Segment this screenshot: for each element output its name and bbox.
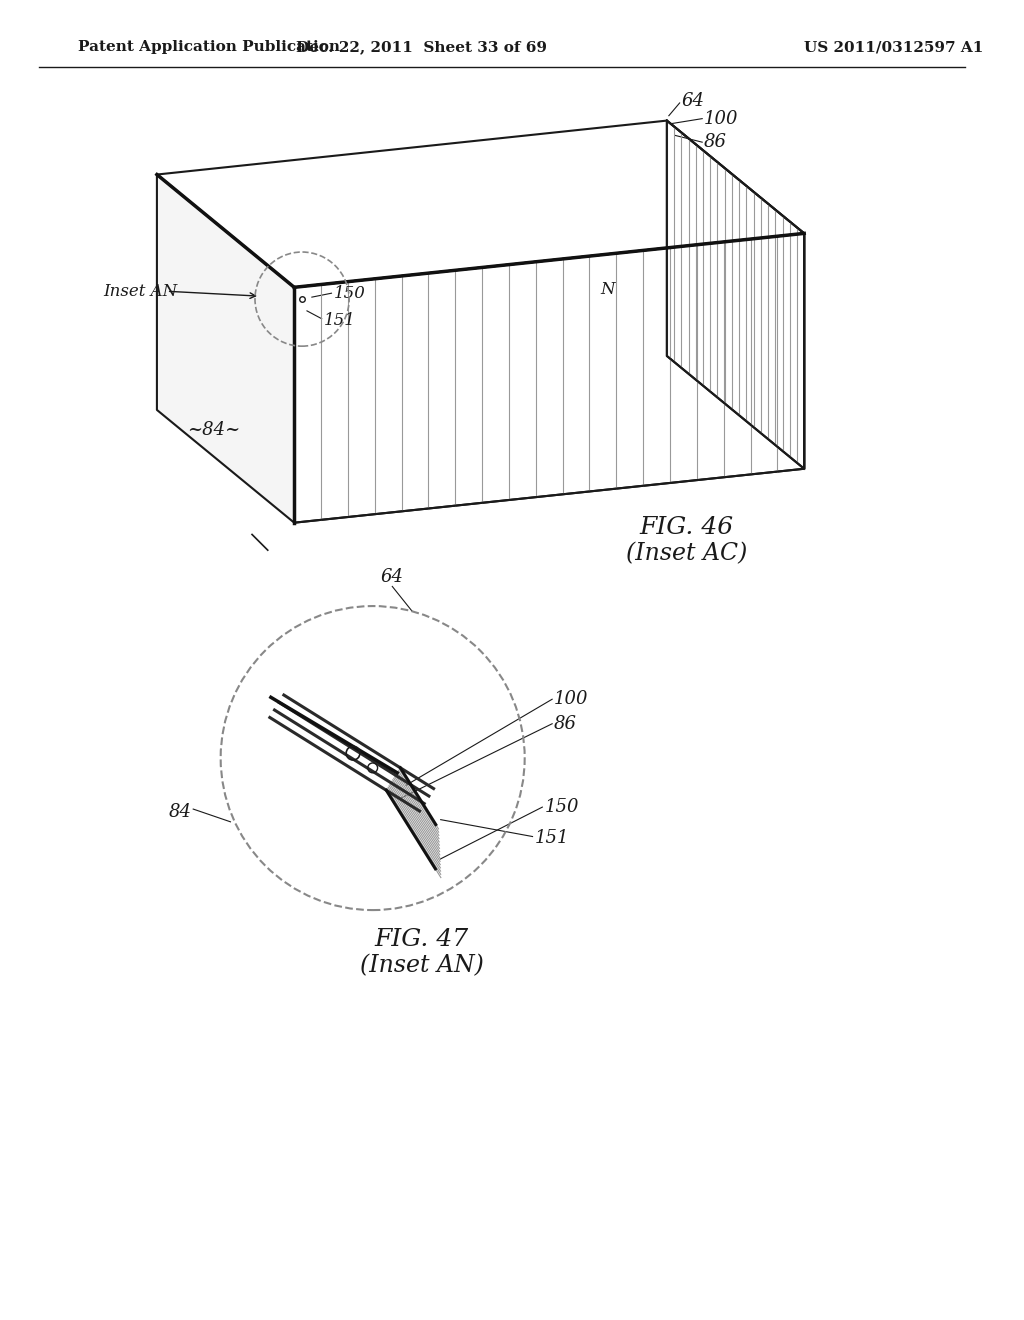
Text: Inset AN: Inset AN (103, 282, 177, 300)
Text: 86: 86 (554, 714, 578, 733)
Polygon shape (667, 120, 804, 469)
Text: 151: 151 (535, 829, 569, 847)
Text: 100: 100 (705, 110, 738, 128)
Text: Patent Application Publication: Patent Application Publication (79, 40, 340, 54)
Polygon shape (157, 120, 804, 288)
Polygon shape (294, 234, 804, 523)
Text: 151: 151 (324, 312, 355, 329)
Text: 86: 86 (705, 133, 727, 152)
Text: FIG. 46: FIG. 46 (639, 516, 733, 539)
Text: (Inset AN): (Inset AN) (359, 954, 483, 978)
Text: 64: 64 (381, 568, 403, 586)
Text: Dec. 22, 2011  Sheet 33 of 69: Dec. 22, 2011 Sheet 33 of 69 (296, 40, 547, 54)
Text: 150: 150 (545, 799, 579, 816)
Text: N: N (601, 281, 615, 298)
Text: US 2011/0312597 A1: US 2011/0312597 A1 (804, 40, 984, 54)
Text: (Inset AC): (Inset AC) (626, 543, 748, 565)
Text: 100: 100 (554, 690, 589, 709)
Text: 64: 64 (682, 92, 705, 110)
Text: FIG. 47: FIG. 47 (375, 928, 469, 950)
Text: 84: 84 (168, 803, 191, 821)
Polygon shape (157, 174, 294, 523)
Text: 150: 150 (334, 285, 366, 302)
Text: ~84~: ~84~ (187, 421, 241, 438)
